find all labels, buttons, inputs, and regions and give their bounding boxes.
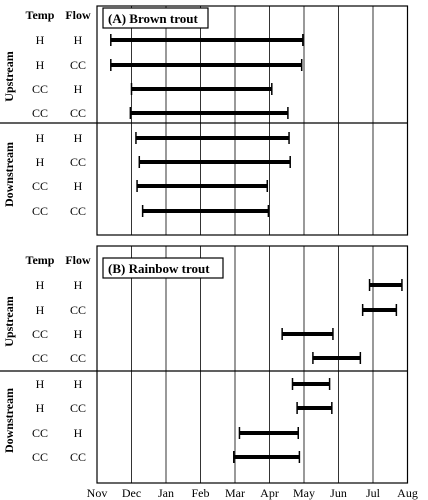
row-temp-label: H — [36, 58, 45, 72]
row-temp-label: CC — [32, 204, 48, 218]
row-flow-label: H — [74, 82, 83, 96]
flow-column-header: Flow — [65, 253, 91, 267]
row-flow-label: H — [74, 278, 83, 292]
row-temp-label: CC — [32, 82, 48, 96]
group-label: Upstream — [2, 51, 16, 101]
x-tick-label: Mar — [225, 486, 245, 500]
panel-frame — [96, 245, 409, 484]
row-flow-label: H — [74, 179, 83, 193]
x-tick-label: Feb — [192, 486, 210, 500]
panel-title: (A) Brown trout — [108, 11, 198, 26]
row-temp-label: CC — [32, 327, 48, 341]
row-temp-label: H — [36, 401, 45, 415]
row-temp-label: CC — [32, 450, 48, 464]
row-flow-label: H — [74, 33, 83, 47]
x-tick-label: Jun — [330, 486, 347, 500]
row-flow-label: CC — [70, 450, 86, 464]
temp-column-header: Temp — [26, 8, 55, 22]
row-flow-label: CC — [70, 401, 86, 415]
row-temp-label: H — [36, 33, 45, 47]
group-label: Upstream — [2, 296, 16, 346]
row-temp-label: CC — [32, 106, 48, 120]
row-temp-label: H — [36, 155, 45, 169]
row-temp-label: H — [36, 131, 45, 145]
panel-title: (B) Rainbow trout — [108, 261, 210, 276]
x-tick-label: Jul — [366, 486, 381, 500]
row-temp-label: H — [36, 303, 45, 317]
group-label: Downstream — [2, 142, 16, 207]
group-label: Downstream — [2, 388, 16, 453]
row-flow-label: CC — [70, 58, 86, 72]
row-flow-label: CC — [70, 351, 86, 365]
x-tick-label: Jan — [158, 486, 174, 500]
row-flow-label: H — [74, 377, 83, 391]
row-temp-label: H — [36, 377, 45, 391]
row-temp-label: CC — [32, 426, 48, 440]
panel-frame — [96, 5, 409, 236]
row-flow-label: CC — [70, 204, 86, 218]
flow-column-header: Flow — [65, 8, 91, 22]
panel-title-box — [102, 257, 224, 279]
x-tick-label: May — [293, 486, 315, 500]
row-flow-label: H — [74, 327, 83, 341]
x-tick-label: Aug — [397, 486, 418, 500]
x-tick-label: Dec — [122, 486, 141, 500]
temp-column-header: Temp — [26, 253, 55, 267]
row-flow-label: CC — [70, 303, 86, 317]
row-flow-label: CC — [70, 106, 86, 120]
row-temp-label: H — [36, 278, 45, 292]
row-temp-label: CC — [32, 351, 48, 365]
x-tick-label: Nov — [87, 486, 108, 500]
row-temp-label: CC — [32, 179, 48, 193]
panel-title-box — [102, 7, 209, 29]
row-flow-label: H — [74, 131, 83, 145]
row-flow-label: CC — [70, 155, 86, 169]
row-flow-label: H — [74, 426, 83, 440]
x-tick-label: Apr — [260, 486, 279, 500]
